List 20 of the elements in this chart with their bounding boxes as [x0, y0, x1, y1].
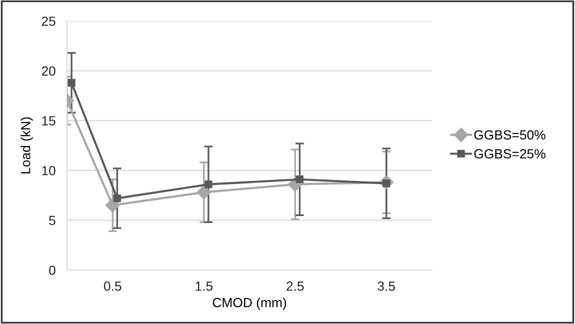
point: [106, 198, 120, 212]
legend-label: GGBS=25%: [474, 149, 546, 158]
y-tick-label: 10: [42, 166, 56, 176]
point: [113, 194, 122, 202]
y-tick-label: 20: [42, 66, 56, 76]
y-tick-label: 5: [49, 216, 56, 226]
y-axis-title: Load (kN): [20, 117, 33, 174]
x-tick-label: 0.5: [104, 281, 122, 291]
point: [196, 185, 211, 200]
y-tick-label: 0: [49, 266, 56, 275]
point: [204, 180, 212, 188]
x-tick-label: 3.5: [378, 281, 395, 291]
point: [296, 176, 304, 184]
y-tick-label: 15: [42, 116, 56, 126]
point: [68, 78, 76, 87]
x-tick-label: 1.5: [196, 282, 212, 291]
legend-label: GGBS=50%: [474, 130, 546, 140]
x-tick-label: 2.5: [286, 281, 304, 291]
x-axis-title: CMOD (mm): [212, 298, 286, 310]
y-tick-label: 25: [42, 16, 56, 26]
